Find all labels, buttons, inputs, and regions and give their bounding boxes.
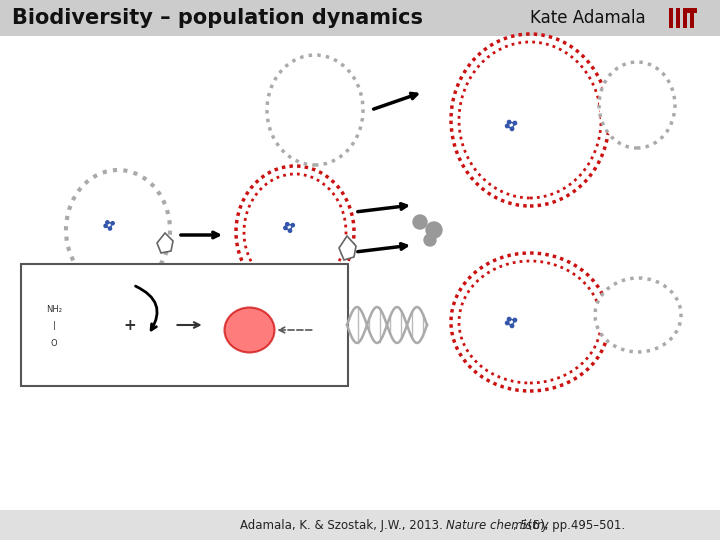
Circle shape [513, 319, 517, 322]
Circle shape [104, 224, 107, 227]
Text: Biodiversity – population dynamics: Biodiversity – population dynamics [12, 8, 423, 28]
Bar [676, 8, 680, 28]
Ellipse shape [455, 38, 605, 202]
Bar [683, 8, 687, 28]
Bar [0, 36, 720, 510]
Circle shape [510, 127, 514, 131]
Circle shape [109, 227, 112, 230]
Ellipse shape [599, 62, 675, 148]
Ellipse shape [595, 278, 681, 352]
Bar [669, 8, 673, 28]
Text: |: | [53, 321, 55, 329]
Bar [687, 8, 697, 13]
Circle shape [505, 321, 509, 325]
Circle shape [508, 120, 511, 124]
Text: Nature chemistry: Nature chemistry [446, 518, 549, 531]
Circle shape [106, 221, 109, 224]
Circle shape [288, 229, 292, 232]
Ellipse shape [267, 55, 363, 165]
Polygon shape [339, 236, 356, 260]
Circle shape [426, 222, 442, 238]
Text: Kate Adamala: Kate Adamala [530, 9, 646, 27]
Text: Adamala, K. & Szostak, J.W., 2013.: Adamala, K. & Szostak, J.W., 2013. [240, 518, 446, 531]
Text: NH₂: NH₂ [46, 306, 62, 314]
Bar [690, 8, 694, 28]
Circle shape [413, 215, 427, 229]
Text: , 5(6), pp.495–501.: , 5(6), pp.495–501. [513, 518, 626, 531]
Ellipse shape [455, 257, 605, 387]
Circle shape [510, 324, 514, 328]
Ellipse shape [240, 170, 350, 294]
Circle shape [284, 226, 287, 230]
Circle shape [424, 234, 436, 246]
Bar [0, 0, 720, 36]
Ellipse shape [225, 307, 274, 353]
Circle shape [286, 222, 289, 226]
Circle shape [505, 124, 509, 127]
Text: O: O [50, 339, 58, 348]
FancyBboxPatch shape [21, 264, 348, 386]
Text: +: + [123, 318, 136, 333]
Circle shape [111, 221, 114, 225]
Circle shape [291, 224, 294, 227]
Polygon shape [157, 233, 173, 253]
Circle shape [508, 318, 511, 321]
Circle shape [513, 122, 517, 125]
Ellipse shape [66, 170, 170, 290]
